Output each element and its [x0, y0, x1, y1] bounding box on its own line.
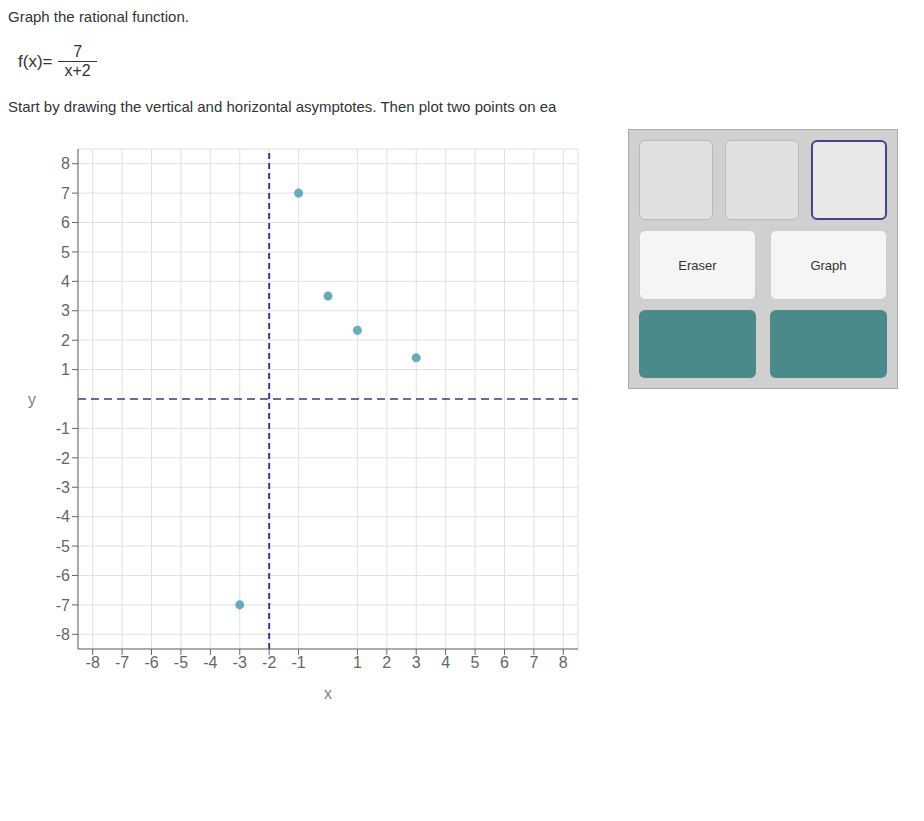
svg-text:-5: -5 [56, 538, 70, 555]
svg-text:-6: -6 [144, 654, 158, 671]
svg-text:7: 7 [61, 185, 70, 202]
html-text:x+2: x+2 [64, 62, 91, 79]
svg-text:-3: -3 [56, 479, 70, 496]
svg-text:1: 1 [353, 654, 362, 671]
svg-text:2: 2 [61, 332, 70, 349]
svg-text:6: 6 [500, 654, 509, 671]
svg-text:-6: -6 [56, 567, 70, 584]
svg-text:-7: -7 [115, 654, 129, 671]
svg-text:x: x [324, 685, 332, 702]
svg-text:3: 3 [61, 302, 70, 319]
svg-text:-1: -1 [56, 420, 70, 437]
svg-text:-2: -2 [56, 450, 70, 467]
html-text:f(x)=: f(x)= [18, 51, 53, 71]
svg-text:5: 5 [471, 654, 480, 671]
svg-text:7: 7 [529, 654, 538, 671]
svg-text:8: 8 [559, 654, 568, 671]
svg-text:-5: -5 [174, 654, 188, 671]
html-text:Start by drawing the vertical: Start by drawing the vertical and horizo… [8, 98, 557, 115]
svg-text:-2: -2 [262, 654, 276, 671]
svg-text:-4: -4 [203, 654, 217, 671]
svg-text:1: 1 [61, 361, 70, 378]
svg-text:8: 8 [61, 155, 70, 172]
svg-text:6: 6 [61, 214, 70, 231]
svg-text:4: 4 [61, 273, 70, 290]
svg-text:-8: -8 [56, 626, 70, 643]
html-text:Graph the rational function.: Graph the rational function. [8, 8, 189, 25]
svg-text:4: 4 [441, 654, 450, 671]
svg-text:3: 3 [412, 654, 421, 671]
svg-text:-7: -7 [56, 597, 70, 614]
svg-text:-3: -3 [233, 654, 247, 671]
svg-text:-1: -1 [291, 654, 305, 671]
svg-text:-4: -4 [56, 508, 70, 525]
html-text:Eraser: Eraser [678, 257, 717, 273]
html-text:7: 7 [73, 43, 83, 60]
svg-text:5: 5 [61, 244, 70, 261]
svg-text:-8: -8 [86, 654, 100, 671]
svg-text:2: 2 [382, 654, 391, 671]
svg-text:y: y [28, 391, 36, 408]
html-text:Graph: Graph [810, 257, 847, 273]
